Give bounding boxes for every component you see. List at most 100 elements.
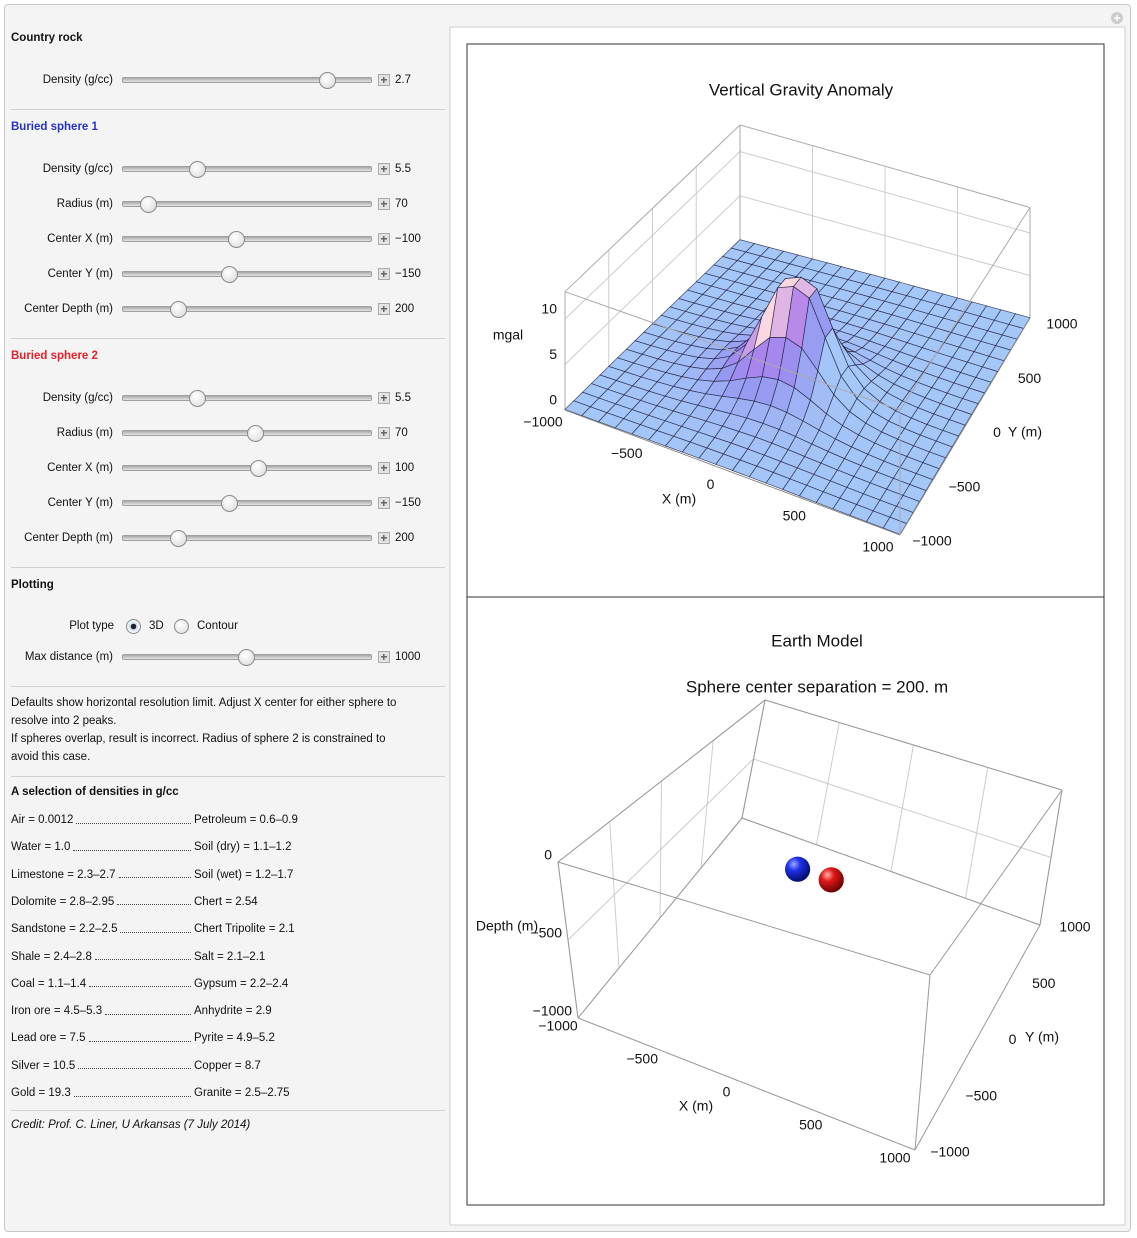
slider-knob[interactable] xyxy=(247,425,264,442)
slider-knob[interactable] xyxy=(221,266,238,283)
expand-button[interactable] xyxy=(378,497,390,509)
x-tick-label: 0 xyxy=(723,1084,731,1100)
density-left: Iron ore = 4.5–5.3 xyxy=(11,1005,103,1018)
options-icon xyxy=(1114,15,1120,21)
x-tick-label: 500 xyxy=(799,1117,823,1133)
box-edge xyxy=(899,207,1031,411)
density-left: Limestone = 2.3–2.7 xyxy=(11,868,116,881)
section-title: A selection of densities in g/cc xyxy=(11,786,179,798)
expand-button[interactable] xyxy=(378,74,390,86)
y-tick-label: 500 xyxy=(1032,975,1056,991)
x-tick-label: −500 xyxy=(611,445,643,461)
slider-value: −100 xyxy=(395,233,421,245)
z-tick-label: 5 xyxy=(549,346,557,362)
density-row: Gold = 19.3 Granite = 2.5–2.75 xyxy=(11,1085,411,1101)
leader xyxy=(105,1013,192,1015)
x-axis-label: X (m) xyxy=(662,491,696,507)
x-tick-label: 0 xyxy=(707,476,715,492)
z-tick-label: −1000 xyxy=(533,1003,573,1019)
slider-track xyxy=(122,306,372,312)
expand-button[interactable] xyxy=(378,198,390,210)
box-edge xyxy=(577,817,743,1019)
slider-knob[interactable] xyxy=(319,72,336,89)
note: Defaults show horizontal resolution limi… xyxy=(11,697,397,727)
box-edge xyxy=(564,409,901,536)
y-tick-label: −500 xyxy=(949,478,981,494)
density-left: Shale = 2.4–2.8 xyxy=(11,950,92,963)
leader xyxy=(88,1040,191,1042)
slider-knob[interactable] xyxy=(170,301,187,318)
density-row: Lead ore = 7.5 Pyrite = 4.9–5.2 xyxy=(11,1030,411,1046)
slider-value: −150 xyxy=(395,268,421,280)
expand-button[interactable] xyxy=(378,163,390,175)
density-left: Gold = 19.3 xyxy=(11,1087,71,1099)
y-tick-label: 1000 xyxy=(1046,316,1077,332)
density-left: Lead ore = 7.5 xyxy=(11,1032,86,1045)
slider-knob[interactable] xyxy=(250,460,267,477)
slider-value: 200 xyxy=(395,303,415,315)
slider-knob[interactable] xyxy=(140,196,157,213)
leader xyxy=(120,931,192,933)
slider-value: 1000 xyxy=(395,651,421,663)
y-tick-label: −500 xyxy=(965,1087,997,1103)
radio-button[interactable] xyxy=(174,619,189,634)
separator xyxy=(11,338,445,339)
box-edge xyxy=(914,974,931,1151)
expand-button[interactable] xyxy=(378,462,390,474)
density-right: Petroleum = 0.6–0.9 xyxy=(194,814,298,826)
radio-label: Plot type xyxy=(69,620,114,632)
credit: Credit: Prof. C. Liner, U Arkansas (7 Ju… xyxy=(11,1119,251,1131)
slider-value: −150 xyxy=(395,497,421,509)
slider-knob[interactable] xyxy=(189,390,206,407)
slider-label: Density (g/cc) xyxy=(42,163,113,175)
note: If spheres overlap, result is incorrect.… xyxy=(11,733,386,763)
z-axis-label: Depth (m) xyxy=(476,918,538,934)
leader xyxy=(73,849,192,851)
expand-button[interactable] xyxy=(378,651,390,663)
density-left: Air = 0.0012 xyxy=(11,814,74,826)
box-edge xyxy=(741,699,766,819)
density-row: Coal = 1.1–1.4 Gypsum = 2.2–2.4 xyxy=(11,976,411,992)
box-edge xyxy=(929,789,1063,976)
density-right: Chert = 2.54 xyxy=(194,895,258,908)
radio-option: Contour xyxy=(197,620,238,632)
density-row: Limestone = 2.3–2.7 Soil (wet) = 1.2–1.7 xyxy=(11,867,411,883)
slider-track xyxy=(122,271,372,277)
expand-button[interactable] xyxy=(378,392,390,404)
leader xyxy=(117,904,192,906)
density-left: Water = 1.0 xyxy=(11,841,71,854)
sphere xyxy=(785,856,811,882)
box-edge xyxy=(557,861,579,1019)
slider-knob[interactable] xyxy=(228,231,245,248)
expand-button[interactable] xyxy=(378,303,390,315)
expand-button[interactable] xyxy=(378,427,390,439)
slider-knob[interactable] xyxy=(238,649,255,666)
slider-knob[interactable] xyxy=(189,161,206,178)
slider-label: Center X (m) xyxy=(47,233,113,245)
x-tick-label: 500 xyxy=(783,507,807,523)
y-tick-label: 0 xyxy=(993,424,1001,440)
density-right: Soil (wet) = 1.2–1.7 xyxy=(194,868,294,881)
density-row: Air = 0.0012 Petroleum = 0.6–0.9 xyxy=(11,812,411,828)
box-edge xyxy=(557,699,766,863)
slider-value: 100 xyxy=(395,462,415,474)
slider-track xyxy=(122,500,372,506)
radio-button[interactable] xyxy=(126,619,141,634)
z-axis-label: mgal xyxy=(493,327,523,343)
box-edge xyxy=(914,924,1041,1151)
expand-button[interactable] xyxy=(378,268,390,280)
plot-title: Earth Model xyxy=(771,631,863,650)
slider-track xyxy=(122,236,372,242)
expand-button[interactable] xyxy=(378,532,390,544)
slider-value: 70 xyxy=(395,198,408,210)
radio-option: 3D xyxy=(149,620,164,632)
slider-label: Center Depth (m) xyxy=(24,532,113,544)
box-edge xyxy=(741,817,1041,926)
density-right: Soil (dry) = 1.1–1.2 xyxy=(194,841,292,854)
x-tick-label: 1000 xyxy=(862,539,893,555)
slider-knob[interactable] xyxy=(170,530,187,547)
slider-knob[interactable] xyxy=(221,495,238,512)
expand-button[interactable] xyxy=(378,233,390,245)
